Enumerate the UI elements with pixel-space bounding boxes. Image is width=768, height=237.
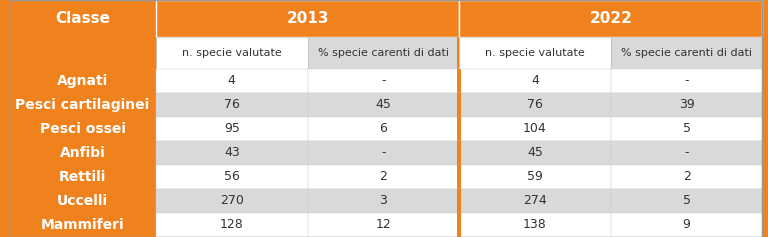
Bar: [611, 141, 763, 165]
Bar: [459, 189, 611, 213]
Text: 39: 39: [679, 98, 694, 111]
Bar: [457, 213, 462, 237]
Bar: [9, 93, 156, 117]
Text: 274: 274: [523, 194, 547, 207]
Text: 4: 4: [228, 74, 236, 87]
Text: 59: 59: [527, 170, 543, 183]
Bar: [308, 165, 459, 189]
Text: n. specie valutate: n. specie valutate: [182, 48, 282, 58]
Bar: [156, 213, 308, 237]
Bar: [156, 69, 308, 93]
Text: 56: 56: [223, 170, 240, 183]
Text: % specie carenti di dati: % specie carenti di dati: [621, 48, 752, 58]
Bar: [459, 37, 611, 69]
Bar: [611, 117, 763, 141]
Text: 4: 4: [531, 74, 539, 87]
Text: % specie carenti di dati: % specie carenti di dati: [318, 48, 449, 58]
Bar: [457, 117, 462, 141]
Text: 5: 5: [683, 122, 690, 135]
Text: 6: 6: [379, 122, 387, 135]
Text: Pesci cartilaginei: Pesci cartilaginei: [15, 98, 150, 112]
Bar: [457, 189, 462, 213]
Bar: [9, 189, 156, 213]
Text: n. specie valutate: n. specie valutate: [485, 48, 585, 58]
Text: -: -: [381, 146, 386, 159]
Text: Classe: Classe: [55, 11, 110, 26]
Text: 2: 2: [683, 170, 690, 183]
Bar: [156, 165, 308, 189]
Text: Rettili: Rettili: [59, 170, 106, 184]
Bar: [611, 165, 763, 189]
Bar: [611, 189, 763, 213]
Bar: [156, 117, 308, 141]
Bar: [457, 37, 459, 69]
Bar: [9, 213, 156, 237]
Text: 95: 95: [223, 122, 240, 135]
Text: 43: 43: [224, 146, 240, 159]
Text: 5: 5: [683, 194, 690, 207]
Bar: [459, 117, 611, 141]
Bar: [9, 69, 156, 93]
Text: 270: 270: [220, 194, 243, 207]
Bar: [611, 69, 763, 93]
Bar: [611, 93, 763, 117]
Bar: [611, 37, 763, 69]
Text: 104: 104: [523, 122, 547, 135]
Text: 76: 76: [527, 98, 543, 111]
Bar: [611, 213, 763, 237]
Text: 2: 2: [379, 170, 387, 183]
Bar: [308, 141, 459, 165]
Text: -: -: [684, 74, 689, 87]
Bar: [459, 93, 611, 117]
Bar: [459, 141, 611, 165]
Bar: [9, 117, 156, 141]
Bar: [308, 213, 459, 237]
Bar: [308, 189, 459, 213]
Bar: [457, 69, 462, 93]
Text: 2013: 2013: [286, 11, 329, 26]
Text: Mammiferi: Mammiferi: [41, 218, 124, 232]
Bar: [459, 213, 611, 237]
Text: 138: 138: [523, 219, 547, 232]
Bar: [457, 141, 462, 165]
Bar: [156, 93, 308, 117]
Text: -: -: [684, 146, 689, 159]
Bar: [459, 0, 763, 37]
Bar: [459, 165, 611, 189]
Bar: [9, 165, 156, 189]
Bar: [457, 93, 462, 117]
Bar: [156, 0, 459, 37]
Bar: [9, 37, 156, 69]
Bar: [308, 69, 459, 93]
Text: 45: 45: [376, 98, 392, 111]
Bar: [156, 189, 308, 213]
Text: 128: 128: [220, 219, 243, 232]
Text: -: -: [381, 74, 386, 87]
Text: Agnati: Agnati: [57, 74, 108, 88]
Bar: [308, 117, 459, 141]
Text: Anfibi: Anfibi: [60, 146, 105, 160]
Bar: [308, 37, 459, 69]
Bar: [156, 37, 308, 69]
Text: 3: 3: [379, 194, 387, 207]
Text: 12: 12: [376, 219, 391, 232]
Text: 2022: 2022: [589, 11, 632, 26]
Bar: [156, 141, 308, 165]
Text: 76: 76: [223, 98, 240, 111]
Bar: [9, 141, 156, 165]
Bar: [308, 93, 459, 117]
Bar: [459, 69, 611, 93]
Text: Pesci ossei: Pesci ossei: [39, 122, 125, 136]
Bar: [457, 165, 462, 189]
Text: 9: 9: [683, 219, 690, 232]
Text: 45: 45: [527, 146, 543, 159]
Bar: [9, 0, 156, 37]
Text: Uccelli: Uccelli: [57, 194, 108, 208]
